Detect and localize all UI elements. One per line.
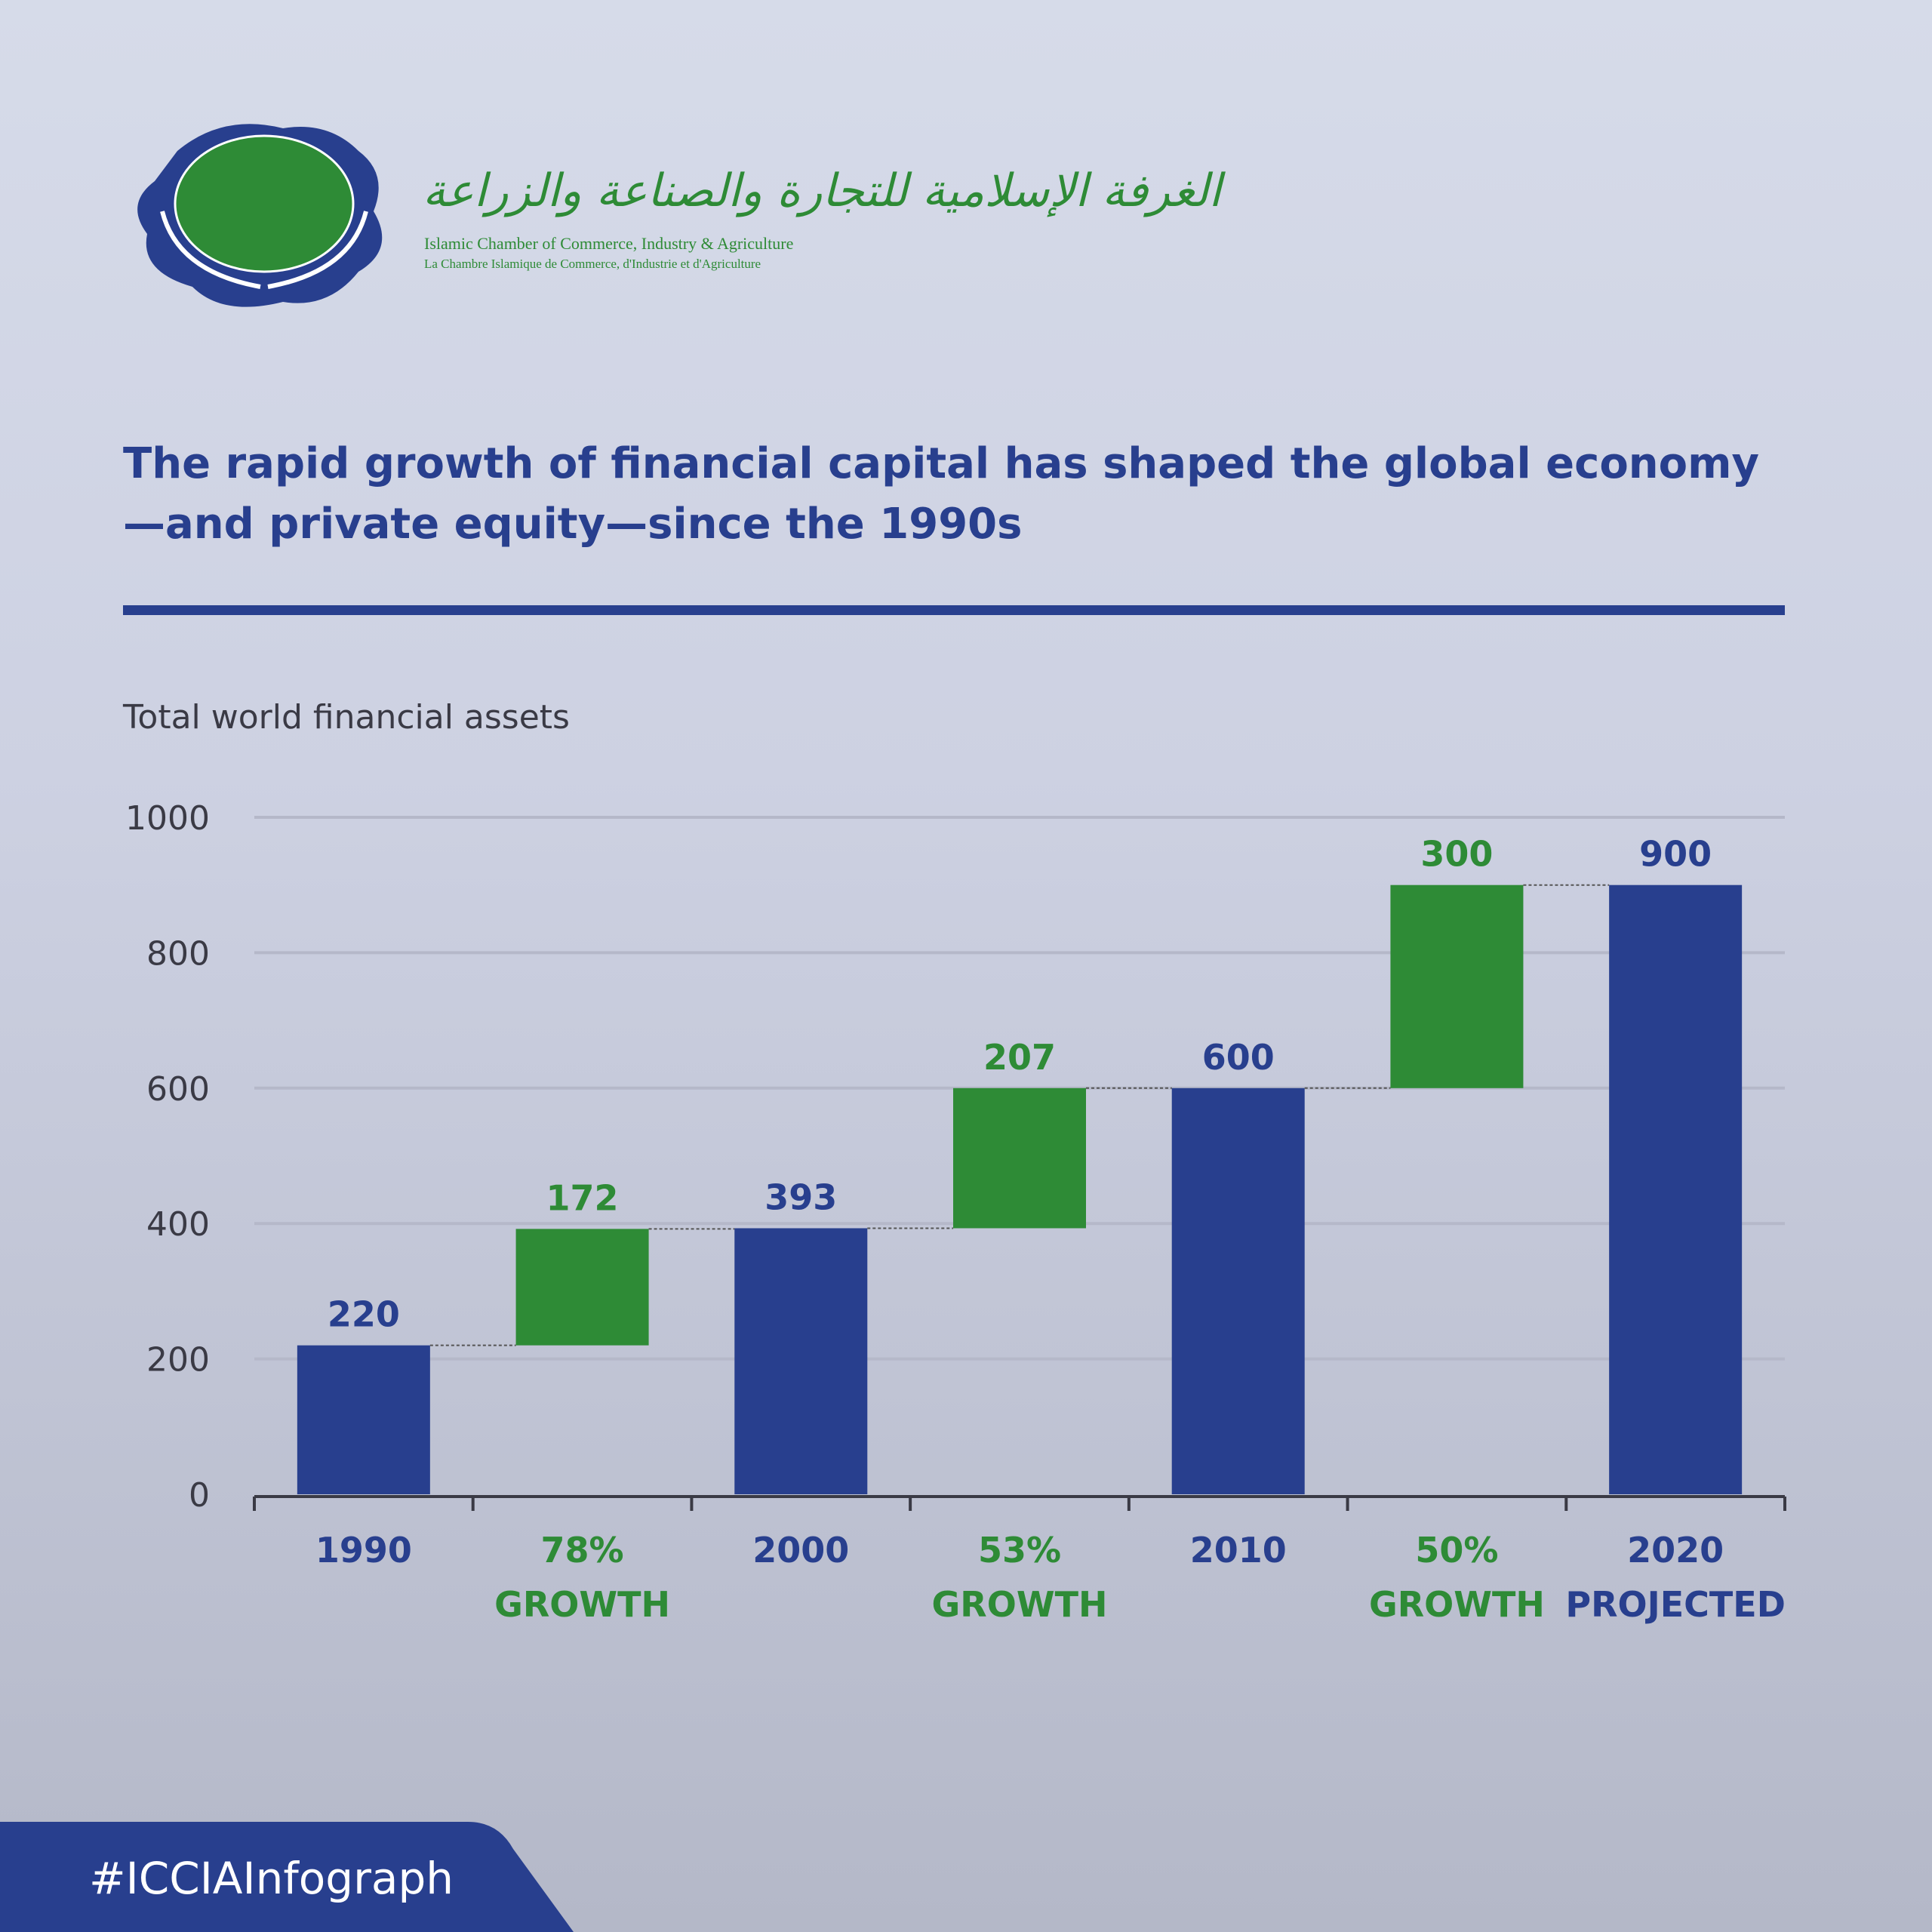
page-title: The rapid growth of financial capital ha… (123, 439, 1760, 549)
icci-logo (137, 124, 383, 307)
hashtag-label: #ICCIAInfograph (89, 1853, 454, 1904)
title-divider (123, 605, 1785, 615)
y-tick-label: 0 (189, 1476, 210, 1515)
total-bar (1609, 884, 1743, 1494)
hashtag-banner (0, 1822, 574, 1932)
total-bar (1171, 1088, 1305, 1494)
x-category-label: 78% (541, 1530, 624, 1571)
y-tick-label: 200 (146, 1341, 210, 1380)
x-category-label: PROJECTED (1565, 1584, 1786, 1625)
data-label: 600 (1202, 1037, 1275, 1078)
growth-bar (515, 1229, 649, 1346)
y-tick-label: 800 (146, 934, 210, 973)
data-label: 300 (1420, 834, 1493, 875)
data-label: 900 (1639, 834, 1712, 875)
org-name-english: Islamic Chamber of Commerce, Industry & … (424, 234, 794, 253)
growth-bar (953, 1088, 1086, 1229)
org-name-arabic: الغرفة الإسلامية للتجارة والصناعة والزرا… (423, 165, 1222, 217)
chart-title: Total world financial assets (123, 698, 570, 737)
x-category-label: GROWTH (1369, 1584, 1545, 1625)
y-tick-label: 400 (146, 1205, 210, 1244)
data-label: 393 (764, 1177, 837, 1217)
data-label: 172 (546, 1177, 619, 1218)
x-category-label: GROWTH (494, 1584, 670, 1625)
data-label: 220 (328, 1294, 400, 1335)
x-category-label: 50% (1415, 1530, 1498, 1571)
org-name-french: La Chambre Islamique de Commerce, d'Indu… (424, 257, 761, 271)
growth-bar (1390, 884, 1524, 1088)
x-category-label: 2010 (1190, 1530, 1287, 1571)
x-category-label: GROWTH (932, 1584, 1108, 1625)
y-tick-label: 1000 (125, 799, 210, 838)
x-category-label: 53% (978, 1530, 1061, 1571)
y-tick-label: 600 (146, 1070, 210, 1109)
total-bar (297, 1345, 430, 1494)
x-category-label: 1990 (315, 1530, 412, 1571)
x-category-label: 2020 (1627, 1530, 1724, 1571)
total-bar (734, 1228, 868, 1494)
x-category-label: 2000 (752, 1530, 849, 1571)
data-label: 207 (983, 1037, 1056, 1078)
